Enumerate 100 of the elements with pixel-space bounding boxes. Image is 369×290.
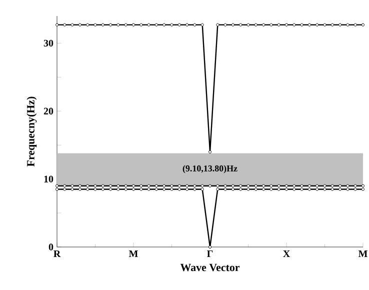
- point: [292, 184, 296, 188]
- point: [162, 188, 166, 191]
- y-tick-label: 20: [44, 108, 54, 114]
- point: [63, 188, 66, 191]
- point: [277, 184, 280, 188]
- point: [109, 23, 112, 26]
- point: [346, 188, 350, 191]
- point: [70, 23, 74, 26]
- point: [323, 184, 326, 188]
- point: [277, 23, 280, 26]
- point: [154, 188, 158, 191]
- point: [63, 184, 66, 188]
- point: [284, 23, 288, 26]
- point: [270, 184, 273, 188]
- y-tick-label: 30: [44, 40, 54, 47]
- point: [208, 184, 212, 188]
- point: [292, 188, 296, 191]
- x-tick-label: X: [283, 250, 290, 258]
- x-tick-label: M: [358, 250, 368, 258]
- point: [330, 188, 334, 191]
- point: [162, 184, 166, 188]
- point: [246, 188, 250, 191]
- point: [178, 184, 181, 188]
- point: [308, 184, 311, 188]
- point: [170, 188, 174, 191]
- x-tick-label: Γ: [207, 250, 213, 258]
- point: [262, 188, 266, 191]
- point: [147, 23, 150, 26]
- point: [140, 23, 143, 26]
- point: [154, 184, 158, 188]
- point: [231, 184, 234, 188]
- point: [246, 23, 250, 26]
- point: [208, 150, 212, 154]
- point: [170, 184, 174, 188]
- point: [70, 184, 74, 188]
- point: [147, 184, 150, 188]
- point: [78, 184, 82, 188]
- point: [109, 188, 112, 191]
- x-axis-title: Wave Vector: [180, 264, 240, 272]
- point: [246, 184, 250, 188]
- point: [109, 184, 112, 188]
- point: [101, 184, 104, 188]
- point: [300, 188, 304, 191]
- point: [262, 23, 266, 26]
- point: [254, 188, 258, 191]
- point: [254, 23, 258, 26]
- point: [186, 23, 189, 26]
- point: [231, 23, 234, 26]
- point: [78, 188, 82, 191]
- point: [292, 23, 296, 26]
- y-tick-label: 0: [48, 244, 54, 250]
- point: [330, 23, 334, 26]
- point: [323, 23, 326, 26]
- point: [132, 184, 136, 188]
- point: [193, 184, 196, 188]
- point: [216, 184, 220, 188]
- point: [270, 23, 273, 26]
- point: [270, 188, 273, 191]
- point: [354, 188, 357, 191]
- point: [323, 188, 326, 191]
- point: [70, 188, 74, 191]
- point: [116, 184, 120, 188]
- point: [101, 188, 104, 191]
- point: [63, 23, 66, 26]
- point: [239, 23, 242, 26]
- point: [308, 23, 311, 26]
- point: [316, 184, 319, 188]
- point: [200, 188, 204, 191]
- point: [200, 23, 204, 26]
- point: [330, 184, 334, 188]
- point: [55, 188, 59, 191]
- point: [186, 184, 189, 188]
- point: [162, 23, 166, 26]
- point: [361, 184, 365, 188]
- point: [178, 188, 181, 191]
- point: [124, 188, 128, 191]
- point: [354, 23, 357, 26]
- point: [78, 23, 82, 26]
- point: [178, 23, 181, 26]
- point: [200, 184, 204, 188]
- point: [361, 23, 365, 26]
- point: [101, 23, 104, 26]
- point: [116, 23, 120, 26]
- point: [86, 184, 90, 188]
- point: [338, 23, 342, 26]
- point: [193, 188, 196, 191]
- point: [124, 23, 128, 26]
- point: [140, 188, 143, 191]
- point: [216, 23, 220, 26]
- point: [231, 188, 234, 191]
- point: [224, 23, 227, 26]
- point: [354, 184, 357, 188]
- point: [94, 188, 97, 191]
- band-label: (9.10,13.80)Hz: [182, 165, 238, 174]
- point: [86, 188, 90, 191]
- point: [193, 23, 196, 26]
- x-tick-label: R: [54, 250, 61, 258]
- point: [86, 23, 90, 26]
- point: [170, 23, 174, 26]
- point: [132, 23, 136, 26]
